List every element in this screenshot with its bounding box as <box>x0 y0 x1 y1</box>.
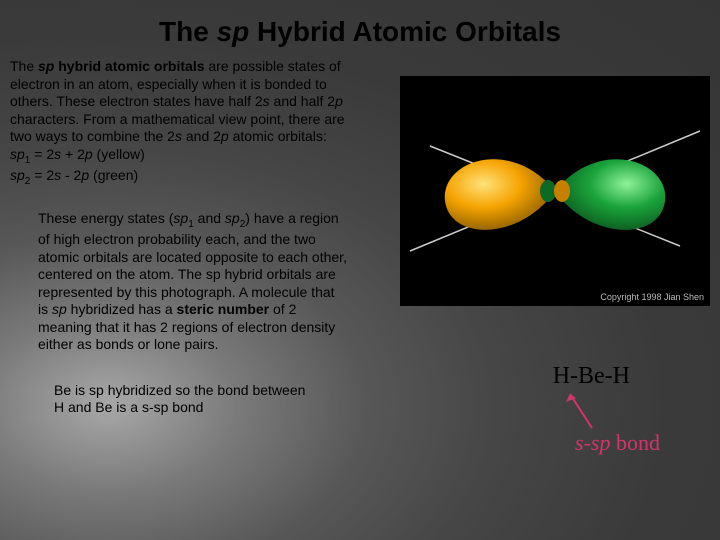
orbital-lobe-green <box>555 159 665 230</box>
p2-l6a: is <box>38 301 52 317</box>
p2-l2: of high electron probability each, and t… <box>38 231 316 247</box>
p1-l6p: p <box>85 146 93 162</box>
orbital-svg <box>400 76 710 306</box>
p1-l4: characters. From a mathematical view poi… <box>10 111 345 127</box>
p2-l6b: hybridized has a <box>67 301 177 317</box>
p3-l2a: H and Be is a <box>54 399 142 415</box>
p1-l6c: + 2 <box>61 146 85 162</box>
p2-l1a: These energy states ( <box>38 210 173 226</box>
p1-l2: electron in an atom, especially when it … <box>10 76 327 92</box>
formula-hbeh: H-Be-H <box>553 363 630 390</box>
p2-steric: steric number <box>177 301 270 317</box>
p3-l1: Be is sp hybridized so the bond between <box>54 382 305 398</box>
p1-l7d: (green) <box>89 167 138 183</box>
p1-l3a: others. These electron states have half … <box>10 93 263 109</box>
small-lobe-green <box>540 180 556 202</box>
p1-l3b: and half 2 <box>270 93 335 109</box>
orbital-lobe-yellow <box>445 159 555 230</box>
p1-l7c: - 2 <box>61 167 81 183</box>
p2-l8: either as bonds or lone pairs. <box>38 336 219 352</box>
bond-label: s-sp bond <box>575 430 660 456</box>
p2-l1b: and <box>194 210 225 226</box>
orbital-image: Copyright 1998 Jian Shen <box>400 76 710 306</box>
page-title: The sp Hybrid Atomic Orbitals <box>0 0 720 58</box>
paragraph-2: These energy states (sp1 and sp2) have a… <box>0 188 410 354</box>
p2-l6sp: sp <box>52 301 67 317</box>
p2-sp1: sp <box>173 210 188 226</box>
p1-l5p: p <box>221 128 229 144</box>
title-pre: The <box>159 16 217 47</box>
p2-l5: represented by this photograph. A molecu… <box>38 284 335 300</box>
p2-l1c: ) have a region <box>245 210 338 226</box>
title-sp: sp <box>217 16 250 47</box>
small-lobe-yellow <box>554 180 570 202</box>
p1-t2: are possible states of <box>205 58 341 74</box>
arrow-icon <box>562 388 602 432</box>
p1-l6a: sp <box>10 146 25 162</box>
bond-a: s-sp <box>575 430 616 455</box>
copyright-text: Copyright 1998 Jian Shen <box>600 292 704 302</box>
paragraph-1: The sp hybrid atomic orbitals are possib… <box>0 58 390 188</box>
p1-l3p: p <box>335 93 343 109</box>
p1-b: hybrid atomic orbitals <box>54 58 204 74</box>
p2-l4: centered on the atom. The sp hybrid orbi… <box>38 266 336 282</box>
p1-l3s: s <box>263 93 270 109</box>
p1-l6b: = 2 <box>30 146 54 162</box>
p3-l2c: bond <box>168 399 203 415</box>
p1-l5b: and 2 <box>182 128 221 144</box>
p2-l7: meaning that it has 2 regions of electro… <box>38 319 335 335</box>
p2-l3: atomic orbitals are located opposite to … <box>38 249 347 265</box>
p2-sp2: sp <box>225 210 240 226</box>
p1-t: The <box>10 58 38 74</box>
paragraph-3: Be is sp hybridized so the bond between … <box>0 354 370 417</box>
p3-l2b: s-sp <box>142 399 168 415</box>
p1-l7p: p <box>81 167 89 183</box>
p1-l6d: (yellow) <box>93 146 145 162</box>
bond-b: bond <box>616 430 660 455</box>
p2-l6c: of 2 <box>269 301 296 317</box>
p1-sp: sp <box>38 58 54 74</box>
p1-l7a: sp <box>10 167 25 183</box>
p1-l5a: two ways to combine the 2 <box>10 128 175 144</box>
p1-l5c: atomic orbitals: <box>229 128 327 144</box>
title-post: Hybrid Atomic Orbitals <box>249 16 561 47</box>
p1-l7b: = 2 <box>30 167 54 183</box>
p1-l5s: s <box>175 128 182 144</box>
